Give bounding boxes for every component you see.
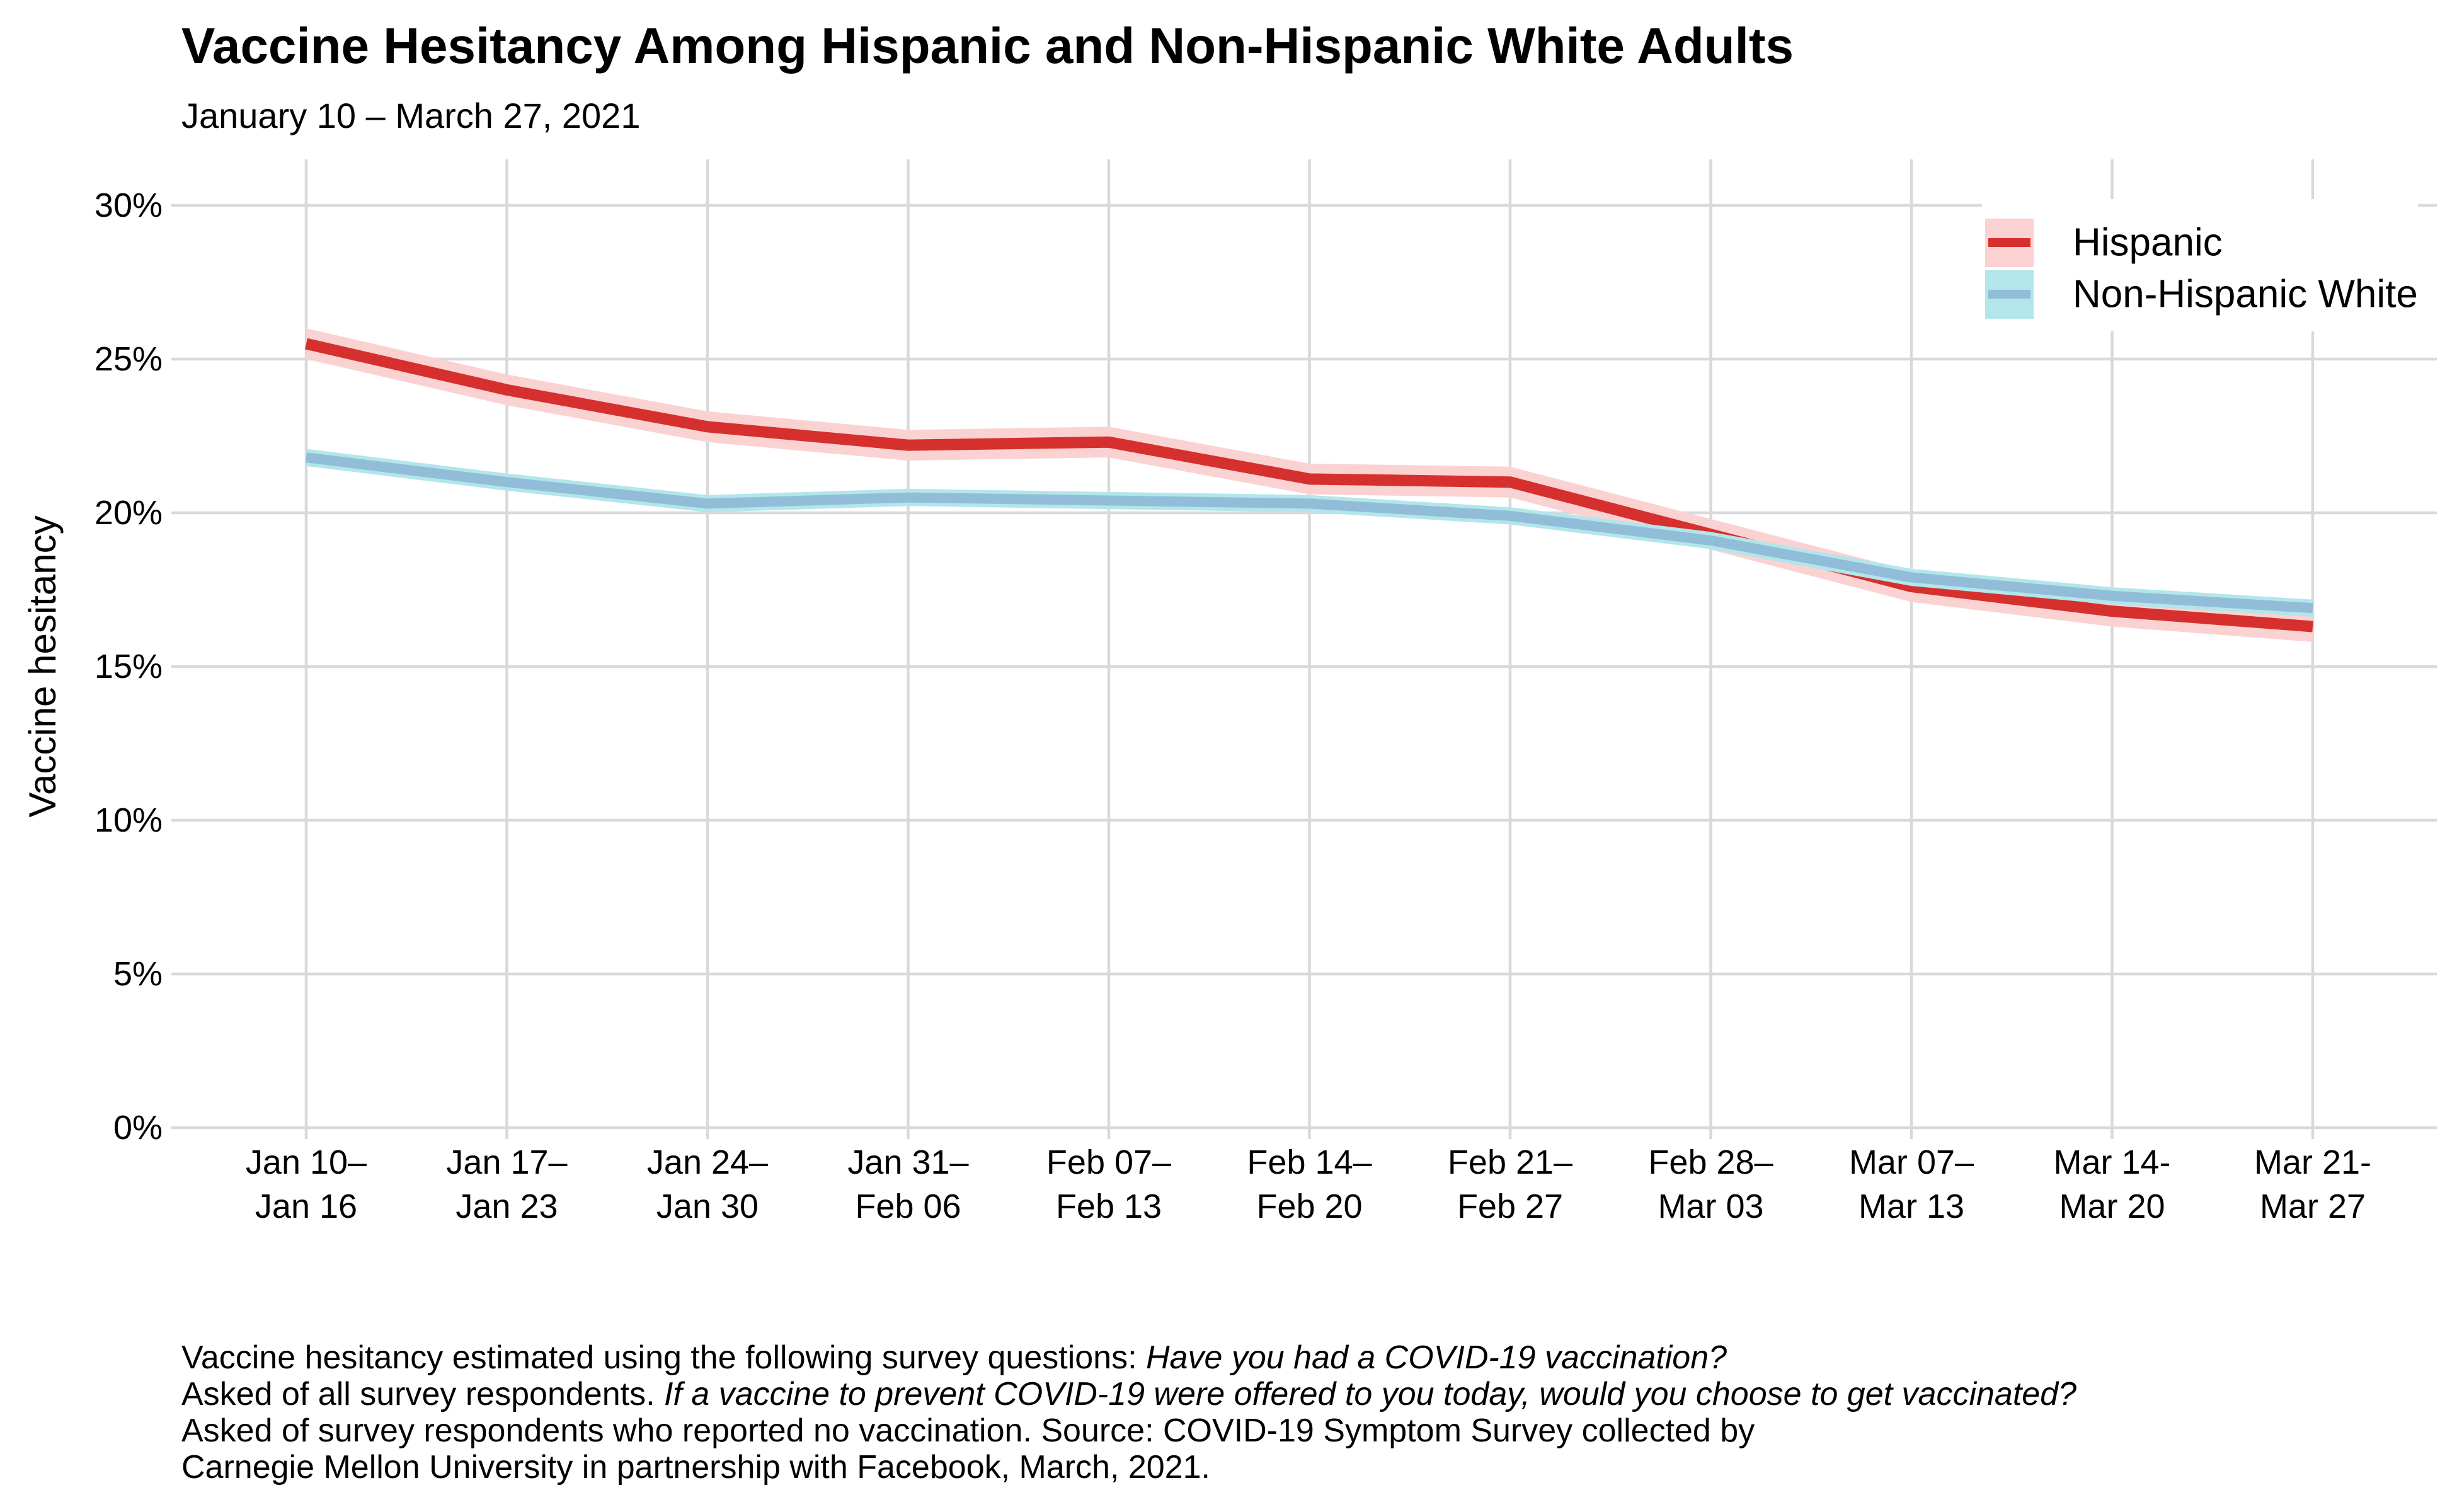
legend-label-hispanic: Hispanic <box>2073 221 2223 265</box>
x-tick-label-line1: Feb 07– <box>1046 1143 1171 1181</box>
legend-background <box>1982 199 2418 331</box>
y-axis-title: Vaccine hesitancy <box>21 515 64 817</box>
y-tick-label: 10% <box>94 801 163 839</box>
series-line-hispanic <box>304 338 2313 633</box>
x-tick-label-line1: Feb 14– <box>1247 1143 1372 1181</box>
legend-line-swatch-nonhispanic-white <box>1988 290 2030 299</box>
legend: Hispanic Non-Hispanic White <box>1982 199 2418 331</box>
legend-label-nonhispanic-white: Non-Hispanic White <box>2073 273 2418 316</box>
x-tick-label-line2: Feb 13 <box>1056 1188 1162 1225</box>
x-tick-label-line1: Jan 31– <box>847 1143 968 1181</box>
x-tick-label-line1: Jan 17– <box>446 1143 567 1181</box>
caption: Vaccine hesitancy estimated using the fo… <box>181 1339 2076 1486</box>
x-tick-label-line2: Feb 06 <box>855 1188 961 1225</box>
y-tick-label: 30% <box>94 186 163 224</box>
x-axis-tick-labels: Jan 10– Jan 16 Jan 17– Jan 23 Jan 24– Jan 30 J… <box>246 1143 2371 1225</box>
chart-subtitle: January 10 – March 27, 2021 <box>181 96 640 135</box>
x-tick-label-line1: Mar 21- <box>2254 1143 2371 1181</box>
x-tick-label-line1: Mar 14- <box>2053 1143 2170 1181</box>
x-tick-label-line2: Jan 30 <box>656 1188 759 1225</box>
x-tick-label-line2: Mar 27 <box>2260 1188 2366 1225</box>
x-tick-label-line2: Mar 03 <box>1658 1188 1763 1225</box>
y-tick-label: 0% <box>113 1109 163 1147</box>
y-axis-tick-labels: 0% 5% 10% 15% 20% 25% 30% <box>94 186 163 1147</box>
y-tick-label: 25% <box>94 340 163 378</box>
caption-line-4: Carnegie Mellon University in partnershi… <box>181 1449 1210 1486</box>
y-tick-label: 5% <box>113 955 163 993</box>
x-tick-label-line2: Jan 23 <box>455 1188 558 1225</box>
chart-title: Vaccine Hesitancy Among Hispanic and Non… <box>181 18 1794 74</box>
x-tick-label-line1: Jan 24– <box>647 1143 768 1181</box>
series-line-non-hispanic-white <box>306 452 2313 614</box>
x-tick-label-line2: Feb 20 <box>1256 1188 1362 1225</box>
y-tick-label: 15% <box>94 648 163 685</box>
legend-line-swatch-hispanic <box>1988 238 2030 247</box>
series-layer <box>304 328 2313 642</box>
caption-line-3: Asked of survey respondents who reported… <box>181 1412 1755 1449</box>
caption-line-1: Vaccine hesitancy estimated using the fo… <box>181 1339 1727 1376</box>
y-tick-label: 20% <box>94 494 163 532</box>
x-tick-label-line1: Mar 07– <box>1849 1143 1974 1181</box>
caption-line-2: Asked of all survey respondents. If a va… <box>181 1376 2077 1412</box>
x-tick-label-line2: Jan 16 <box>255 1188 357 1225</box>
x-tick-label-line1: Jan 10– <box>246 1143 367 1181</box>
x-tick-label-line2: Mar 20 <box>2059 1188 2165 1225</box>
x-tick-label-line2: Mar 13 <box>1858 1188 1964 1225</box>
x-tick-label-line2: Feb 27 <box>1457 1188 1563 1225</box>
x-tick-label-line1: Feb 21– <box>1448 1143 1572 1181</box>
x-tick-label-line1: Feb 28– <box>1648 1143 1773 1181</box>
